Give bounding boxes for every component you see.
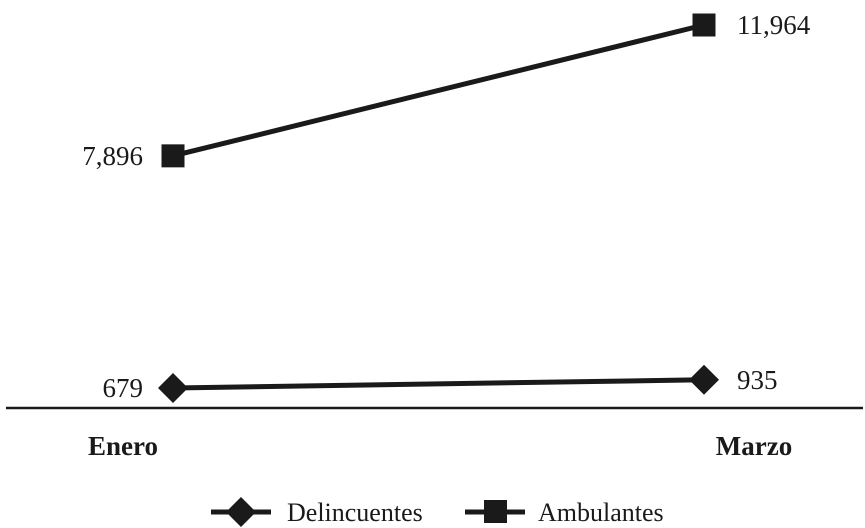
x-tick-label-enero: Enero	[88, 431, 158, 461]
data-labels: 679 935 7,896 11,964	[82, 10, 810, 403]
legend-label-delincuentes: Delincuentes	[287, 498, 423, 527]
x-tick-label-marzo: Marzo	[716, 431, 792, 461]
data-label-ambulantes-enero: 7,896	[82, 141, 143, 171]
data-label-delincuentes-marzo: 935	[737, 365, 778, 395]
legend-diamond-marker	[226, 497, 256, 527]
data-point-ambulantes-enero	[161, 144, 185, 168]
legend-square-marker	[484, 500, 507, 523]
legend-item-delincuentes: Delincuentes	[211, 497, 423, 527]
data-point-delincuentes-marzo	[689, 364, 719, 395]
series-line-delincuentes	[172, 377, 705, 391]
legend-item-ambulantes: Ambulantes	[465, 498, 664, 527]
data-label-ambulantes-marzo: 11,964	[737, 10, 811, 40]
series-line-ambulantes	[172, 22, 705, 159]
data-point-delincuentes-enero	[158, 373, 188, 403]
data-point-ambulantes-marzo	[692, 13, 716, 37]
legend: Delincuentes Ambulantes	[211, 497, 664, 527]
data-label-delincuentes-enero: 679	[103, 373, 144, 403]
legend-label-ambulantes: Ambulantes	[538, 498, 664, 527]
series-layer	[158, 13, 719, 403]
